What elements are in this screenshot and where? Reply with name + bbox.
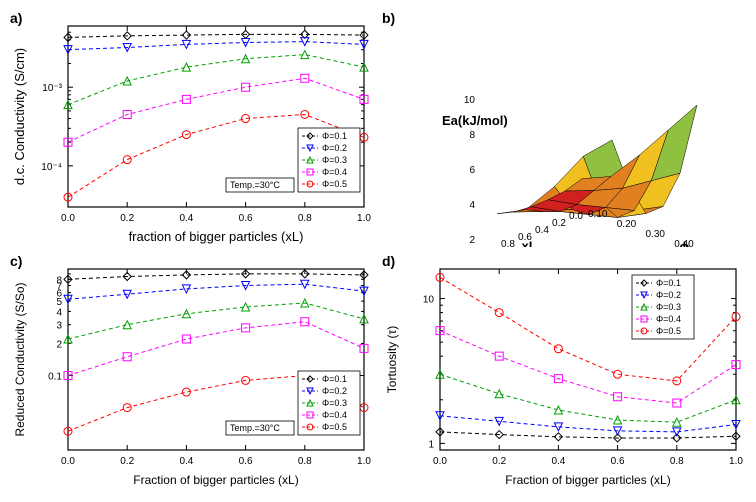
svg-text:Φ=0.2: Φ=0.2	[322, 386, 347, 396]
svg-text:Φ=0.5: Φ=0.5	[656, 326, 681, 336]
svg-text:1.0: 1.0	[729, 456, 743, 467]
panel-d-label: d)	[382, 253, 395, 269]
panel-b: b) 246810Ea(kJ/mol)0.80.60.40.20.0xL0.10…	[382, 10, 750, 249]
svg-text:Φ=0.4: Φ=0.4	[656, 314, 681, 324]
svg-text:xL: xL	[522, 239, 537, 248]
svg-text:10: 10	[464, 95, 476, 106]
svg-text:d.c. Conductivity (S/cm): d.c. Conductivity (S/cm)	[12, 48, 27, 185]
svg-text:Φ=0.2: Φ=0.2	[322, 143, 347, 153]
svg-text:fraction of bigger particles (: fraction of bigger particles (xL)	[129, 229, 304, 244]
svg-text:0.6: 0.6	[239, 213, 253, 224]
svg-text:Φ=0.1: Φ=0.1	[656, 278, 681, 288]
svg-text:0.1: 0.1	[48, 372, 62, 383]
svg-text:Φ=0.3: Φ=0.3	[656, 302, 681, 312]
panel-c-label: c)	[10, 253, 22, 269]
svg-text:0.0: 0.0	[569, 211, 583, 222]
svg-text:0.6: 0.6	[611, 456, 625, 467]
panel-a-label: a)	[10, 10, 22, 26]
svg-text:0.2: 0.2	[552, 218, 566, 229]
svg-text:4: 4	[469, 200, 475, 211]
svg-text:10⁻³: 10⁻³	[42, 83, 62, 94]
svg-text:0.0: 0.0	[61, 456, 75, 467]
svg-text:0.4: 0.4	[179, 213, 193, 224]
panel-d: d) 0.0 0.2 0.4 0.6 0.8 1.0 1 10 Fraction of bigg…	[382, 253, 750, 492]
svg-text:Φ=0.5: Φ=0.5	[322, 422, 347, 432]
svg-text:0.2: 0.2	[120, 213, 134, 224]
svg-text:Tortuosity (τ): Tortuosity (τ)	[385, 326, 399, 393]
svg-text:1.0: 1.0	[357, 213, 371, 224]
svg-text:0.4: 0.4	[179, 456, 193, 467]
svg-text:0.30: 0.30	[646, 229, 666, 240]
svg-text:0.0: 0.0	[61, 213, 75, 224]
svg-text:6: 6	[469, 165, 475, 176]
svg-text:Φ=0.3: Φ=0.3	[322, 398, 347, 408]
svg-text:0.8: 0.8	[298, 213, 312, 224]
svg-text:0.0: 0.0	[433, 456, 447, 467]
svg-text:Φ=0.1: Φ=0.1	[322, 374, 347, 384]
svg-text:0.4: 0.4	[551, 456, 565, 467]
svg-text:0.8: 0.8	[501, 239, 515, 247]
svg-text:0.10: 0.10	[588, 209, 608, 220]
svg-text:4: 4	[56, 307, 62, 318]
svg-text:Φ=0.2: Φ=0.2	[656, 290, 681, 300]
svg-text:3: 3	[56, 321, 62, 332]
svg-text:1.0: 1.0	[357, 456, 371, 467]
svg-text:0.8: 0.8	[670, 456, 684, 467]
svg-text:10⁻⁴: 10⁻⁴	[41, 162, 62, 173]
svg-text:8: 8	[469, 130, 475, 141]
svg-text:Temp.=30°C: Temp.=30°C	[230, 423, 280, 433]
svg-text:Φ=0.3: Φ=0.3	[322, 155, 347, 165]
svg-text:Reduced Conductivity (S/So): Reduced Conductivity (S/So)	[13, 282, 27, 436]
svg-text:0.8: 0.8	[298, 456, 312, 467]
panel-a: a) 0.0 0.2 0.4 0.6 0.8 1.0 10⁻⁴ 10⁻³ fraction of…	[10, 10, 378, 249]
svg-text:Φ=0.5: Φ=0.5	[322, 179, 347, 189]
svg-text:Φ=0.4: Φ=0.4	[322, 410, 347, 420]
svg-text:Ea(kJ/mol): Ea(kJ/mol)	[442, 113, 508, 128]
svg-text:0.4: 0.4	[535, 225, 549, 236]
svg-text:10: 10	[423, 295, 435, 306]
svg-text:0.6: 0.6	[239, 456, 253, 467]
panel-b-label: b)	[382, 10, 395, 26]
figure-grid: a) 0.00.20.40.60.81.010⁻⁴10⁻³fraction of…	[10, 10, 746, 492]
svg-text:2: 2	[469, 235, 475, 246]
svg-text:0.2: 0.2	[492, 456, 506, 467]
svg-text:ϕ: ϕ	[680, 239, 690, 247]
svg-text:1: 1	[428, 439, 434, 450]
svg-text:Fraction of bigger particles (: Fraction of bigger particles (xL)	[133, 473, 298, 487]
svg-text:Φ=0.1: Φ=0.1	[322, 131, 347, 141]
svg-text:0.20: 0.20	[617, 219, 637, 230]
svg-text:Fraction of bigger particles (: Fraction of bigger particles (xL)	[505, 473, 670, 487]
svg-text:Φ=0.4: Φ=0.4	[322, 167, 347, 177]
panel-c: c) 0.00.20.40.60.81.00.12345678Fraction …	[10, 253, 378, 492]
svg-text:8: 8	[56, 275, 62, 286]
svg-text:2: 2	[56, 339, 62, 350]
svg-text:0.2: 0.2	[120, 456, 134, 467]
svg-text:Temp.=30°C: Temp.=30°C	[230, 180, 280, 190]
